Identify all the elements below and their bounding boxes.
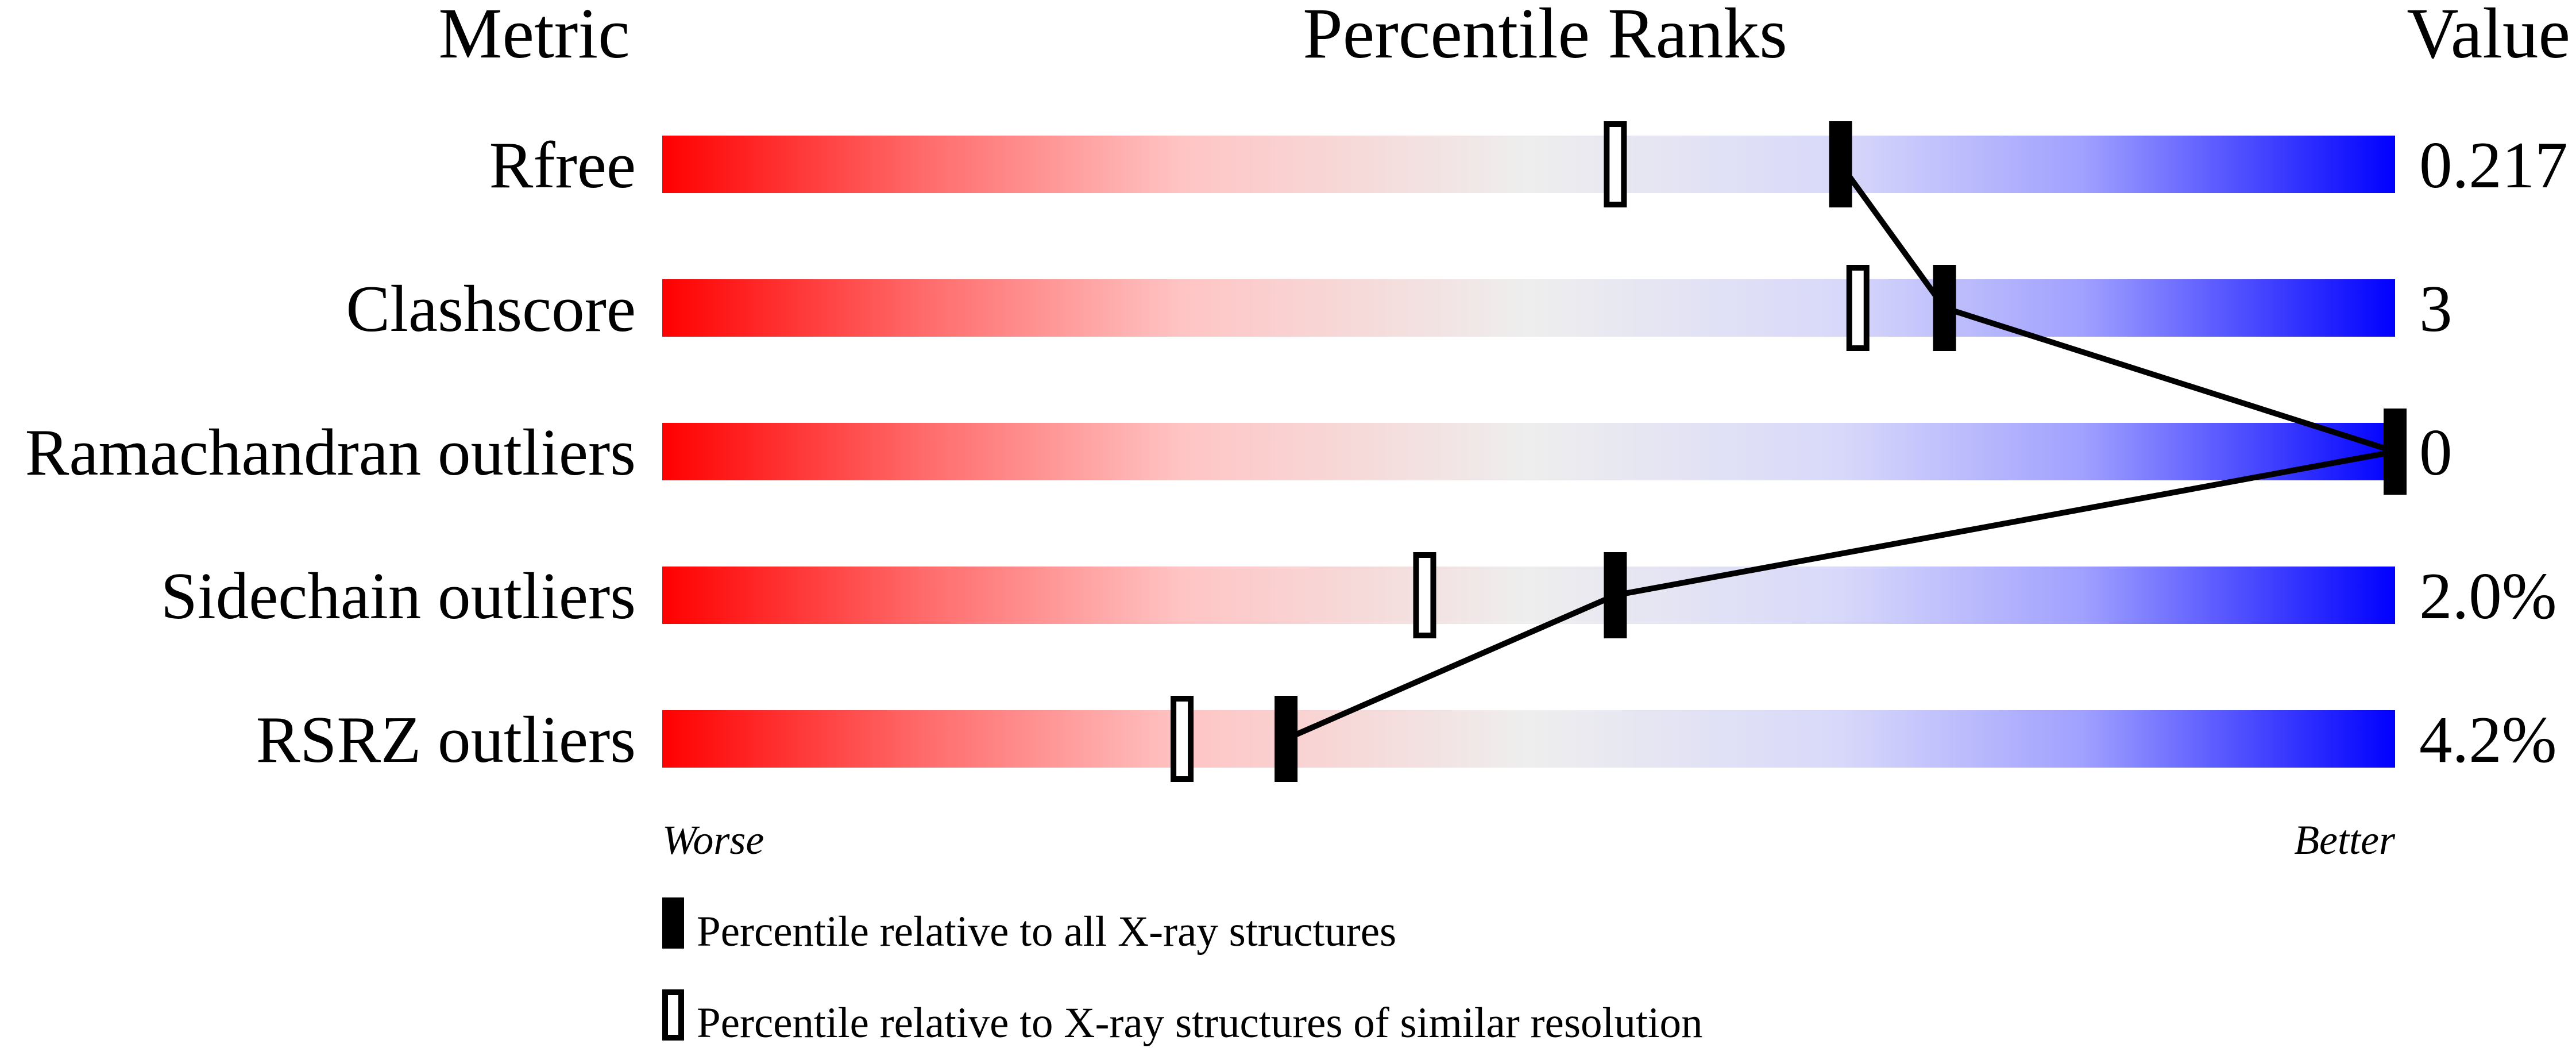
similar-resolution-marker-clashscore xyxy=(1846,265,1870,351)
worse-label: Worse xyxy=(662,817,764,863)
metric-label-rsrz-outliers: RSRZ outliers xyxy=(256,703,636,776)
similar-resolution-marker-rfree xyxy=(1604,121,1627,207)
metric-label-ramachandran-outliers: Ramachandran outliers xyxy=(25,416,636,489)
legend-filled-label: Percentile relative to all X-ray structu… xyxy=(697,908,1396,955)
legend-open-marker-icon xyxy=(662,989,684,1041)
all-structures-marker-sidechain-outliers xyxy=(1604,552,1627,638)
metric-value-sidechain-outliers: 2.0% xyxy=(2419,560,2557,633)
similar-resolution-marker-sidechain-outliers xyxy=(1413,552,1436,638)
all-structures-marker-rfree xyxy=(1829,121,1852,207)
header-percentile-ranks: Percentile Ranks xyxy=(1303,0,1787,74)
percentile-bar-rsrz-outliers xyxy=(662,710,2395,768)
percentile-bar-ramachandran-outliers xyxy=(662,423,2395,480)
metric-value-rfree: 0.217 xyxy=(2419,129,2568,202)
all-structures-marker-clashscore xyxy=(1933,265,1956,351)
percentile-bar-sidechain-outliers xyxy=(662,567,2395,624)
metric-label-rfree: Rfree xyxy=(489,129,636,202)
legend-open-label: Percentile relative to X-ray structures … xyxy=(697,999,1703,1047)
percentile-bar-clashscore xyxy=(662,279,2395,337)
header-value: Value xyxy=(2407,0,2570,74)
better-label: Better xyxy=(2294,817,2396,863)
metric-label-sidechain-outliers: Sidechain outliers xyxy=(161,560,636,633)
similar-resolution-marker-rsrz-outliers xyxy=(1171,696,1194,782)
percentile-bar-rfree xyxy=(662,136,2395,193)
metric-value-ramachandran-outliers: 0 xyxy=(2419,416,2453,489)
header-metric: Metric xyxy=(438,0,629,74)
metric-value-rsrz-outliers: 4.2% xyxy=(2419,703,2557,776)
metric-value-clashscore: 3 xyxy=(2419,272,2453,345)
all-structures-marker-ramachandran-outliers xyxy=(2384,409,2407,495)
metric-label-clashscore: Clashscore xyxy=(346,272,636,345)
legend-filled-marker-icon xyxy=(662,897,684,949)
all-structures-marker-rsrz-outliers xyxy=(1275,696,1298,782)
